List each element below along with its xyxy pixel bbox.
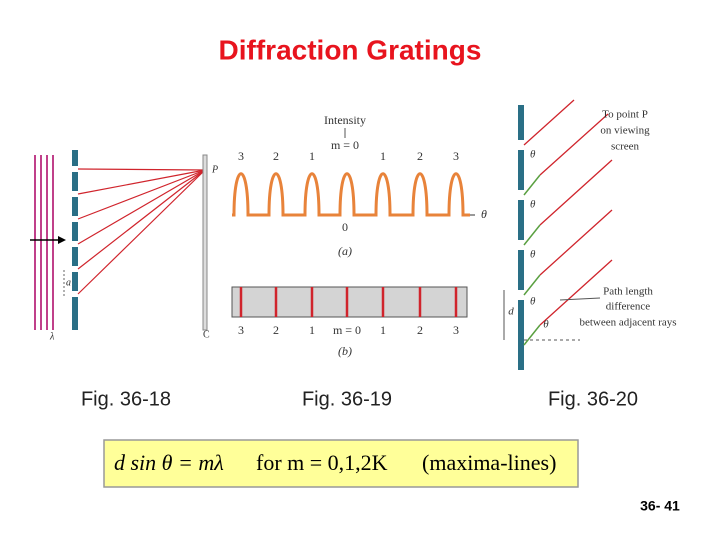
- angle-label: θ: [530, 199, 536, 211]
- figure-note: screen: [611, 141, 640, 153]
- figure-note: on viewing: [600, 125, 650, 137]
- order-label: 3: [453, 323, 459, 337]
- order-label: 1: [309, 323, 315, 337]
- order-label: m = 0: [331, 138, 359, 152]
- figure-36-19: Intensity m = 0 3 2 1 1 2 3 0 θ (a) 3 2 …: [231, 113, 487, 358]
- order-label: 3: [453, 149, 459, 163]
- angle-label: θ: [543, 319, 549, 331]
- figure-note: between adjacent rays: [579, 317, 676, 329]
- equation-note: (maxima-lines): [422, 450, 556, 475]
- order-label: m = 0: [333, 323, 361, 337]
- figure-36-20: To point P on viewing screen θ θ θ θ Pat…: [503, 99, 677, 370]
- order-label: 1: [309, 149, 315, 163]
- order-label: 2: [417, 149, 423, 163]
- figure-label: λ: [49, 331, 55, 342]
- order-label: 1: [380, 323, 386, 337]
- figure-caption: Fig. 36-19: [302, 388, 392, 410]
- order-label: 1: [380, 149, 386, 163]
- axis-label: Intensity: [324, 113, 366, 127]
- order-label: 2: [273, 323, 279, 337]
- figure-note: To point P: [602, 109, 648, 121]
- spacing-label: d: [508, 306, 514, 318]
- figure-note: difference: [606, 301, 650, 313]
- figure-caption: Fig. 36-18: [81, 388, 171, 410]
- figure-note: Path length: [603, 286, 653, 298]
- figure-36-18: P a λ C: [30, 150, 218, 342]
- figure-caption: Fig. 36-20: [548, 388, 638, 410]
- order-label: 2: [417, 323, 423, 337]
- slide-title: Diffraction Gratings: [219, 34, 482, 65]
- angle-label: θ: [530, 149, 536, 161]
- equation-condition: for m = 0,1,2K: [256, 450, 388, 475]
- angle-label: θ: [481, 207, 487, 221]
- order-label: 3: [238, 323, 244, 337]
- panel-label: (a): [338, 244, 352, 258]
- order-label: 2: [273, 149, 279, 163]
- origin-label: 0: [342, 220, 348, 234]
- figure-label: a: [66, 277, 71, 288]
- order-label: 3: [238, 149, 244, 163]
- slide-number: 36- 41: [640, 498, 680, 514]
- equation-box: [103, 439, 579, 488]
- panel-label: (b): [338, 344, 352, 358]
- angle-label: θ: [530, 249, 536, 261]
- angle-label: θ: [530, 296, 536, 308]
- figure-label: C: [203, 329, 210, 340]
- equation-relation: d sin θ = mλ: [114, 450, 224, 475]
- figure-label: P: [211, 164, 218, 175]
